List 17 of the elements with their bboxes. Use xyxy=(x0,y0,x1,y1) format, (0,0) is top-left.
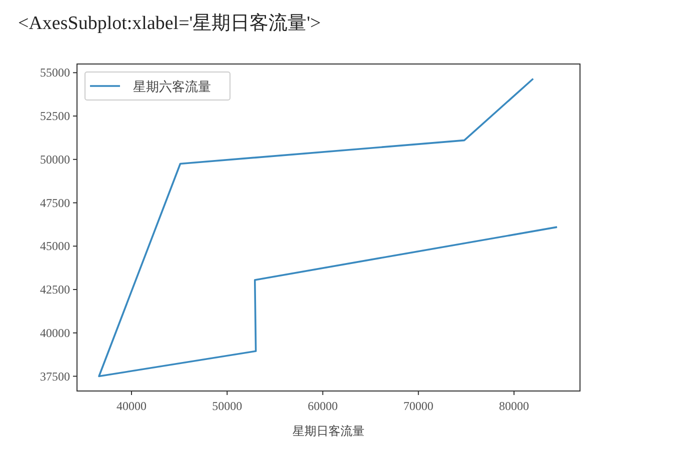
x-axis-title: 星期日客流量 xyxy=(292,424,364,438)
y-tick-label: 47500 xyxy=(40,196,70,210)
x-tick-label: 60000 xyxy=(308,399,338,413)
y-tick-label: 50000 xyxy=(40,152,70,166)
x-tick-label: 50000 xyxy=(212,399,242,413)
x-tick-label: 70000 xyxy=(403,399,434,413)
line-series xyxy=(98,78,558,378)
y-tick-label: 40000 xyxy=(40,326,70,340)
x-tick-label: 80000 xyxy=(499,399,530,413)
y-tick-label: 37500 xyxy=(40,369,70,384)
x-tick-label: 40000 xyxy=(116,399,147,413)
y-tick-label: 52500 xyxy=(40,109,70,124)
y-tick-label: 42500 xyxy=(40,282,70,297)
y-tick-label: 55000 xyxy=(40,66,70,80)
y-tick-label: 45000 xyxy=(40,239,70,254)
legend-label: 星期六客流量 xyxy=(133,79,211,94)
text: <AxesSubplot:xlabel='星期日客流量'> xyxy=(18,12,321,34)
